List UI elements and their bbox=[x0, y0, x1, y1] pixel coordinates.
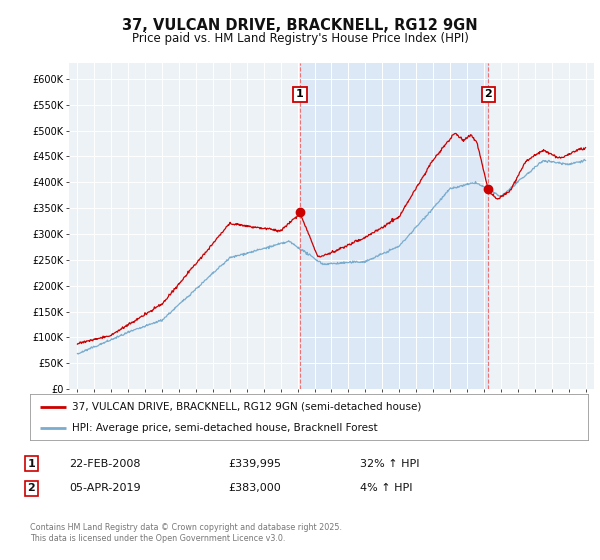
Text: 37, VULCAN DRIVE, BRACKNELL, RG12 9GN: 37, VULCAN DRIVE, BRACKNELL, RG12 9GN bbox=[122, 18, 478, 33]
Text: HPI: Average price, semi-detached house, Bracknell Forest: HPI: Average price, semi-detached house,… bbox=[72, 423, 377, 433]
Text: 05-APR-2019: 05-APR-2019 bbox=[69, 483, 140, 493]
Text: 2: 2 bbox=[28, 483, 35, 493]
Text: 32% ↑ HPI: 32% ↑ HPI bbox=[360, 459, 419, 469]
Text: 2: 2 bbox=[484, 89, 492, 99]
Text: 4% ↑ HPI: 4% ↑ HPI bbox=[360, 483, 413, 493]
Text: £339,995: £339,995 bbox=[228, 459, 281, 469]
Text: 22-FEB-2008: 22-FEB-2008 bbox=[69, 459, 140, 469]
Text: 1: 1 bbox=[28, 459, 35, 469]
Bar bbox=[300, 63, 488, 389]
Text: 37, VULCAN DRIVE, BRACKNELL, RG12 9GN (semi-detached house): 37, VULCAN DRIVE, BRACKNELL, RG12 9GN (s… bbox=[72, 402, 421, 412]
Text: Price paid vs. HM Land Registry's House Price Index (HPI): Price paid vs. HM Land Registry's House … bbox=[131, 31, 469, 45]
Text: 1: 1 bbox=[296, 89, 304, 99]
Text: £383,000: £383,000 bbox=[228, 483, 281, 493]
Text: Contains HM Land Registry data © Crown copyright and database right 2025.
This d: Contains HM Land Registry data © Crown c… bbox=[30, 524, 342, 543]
